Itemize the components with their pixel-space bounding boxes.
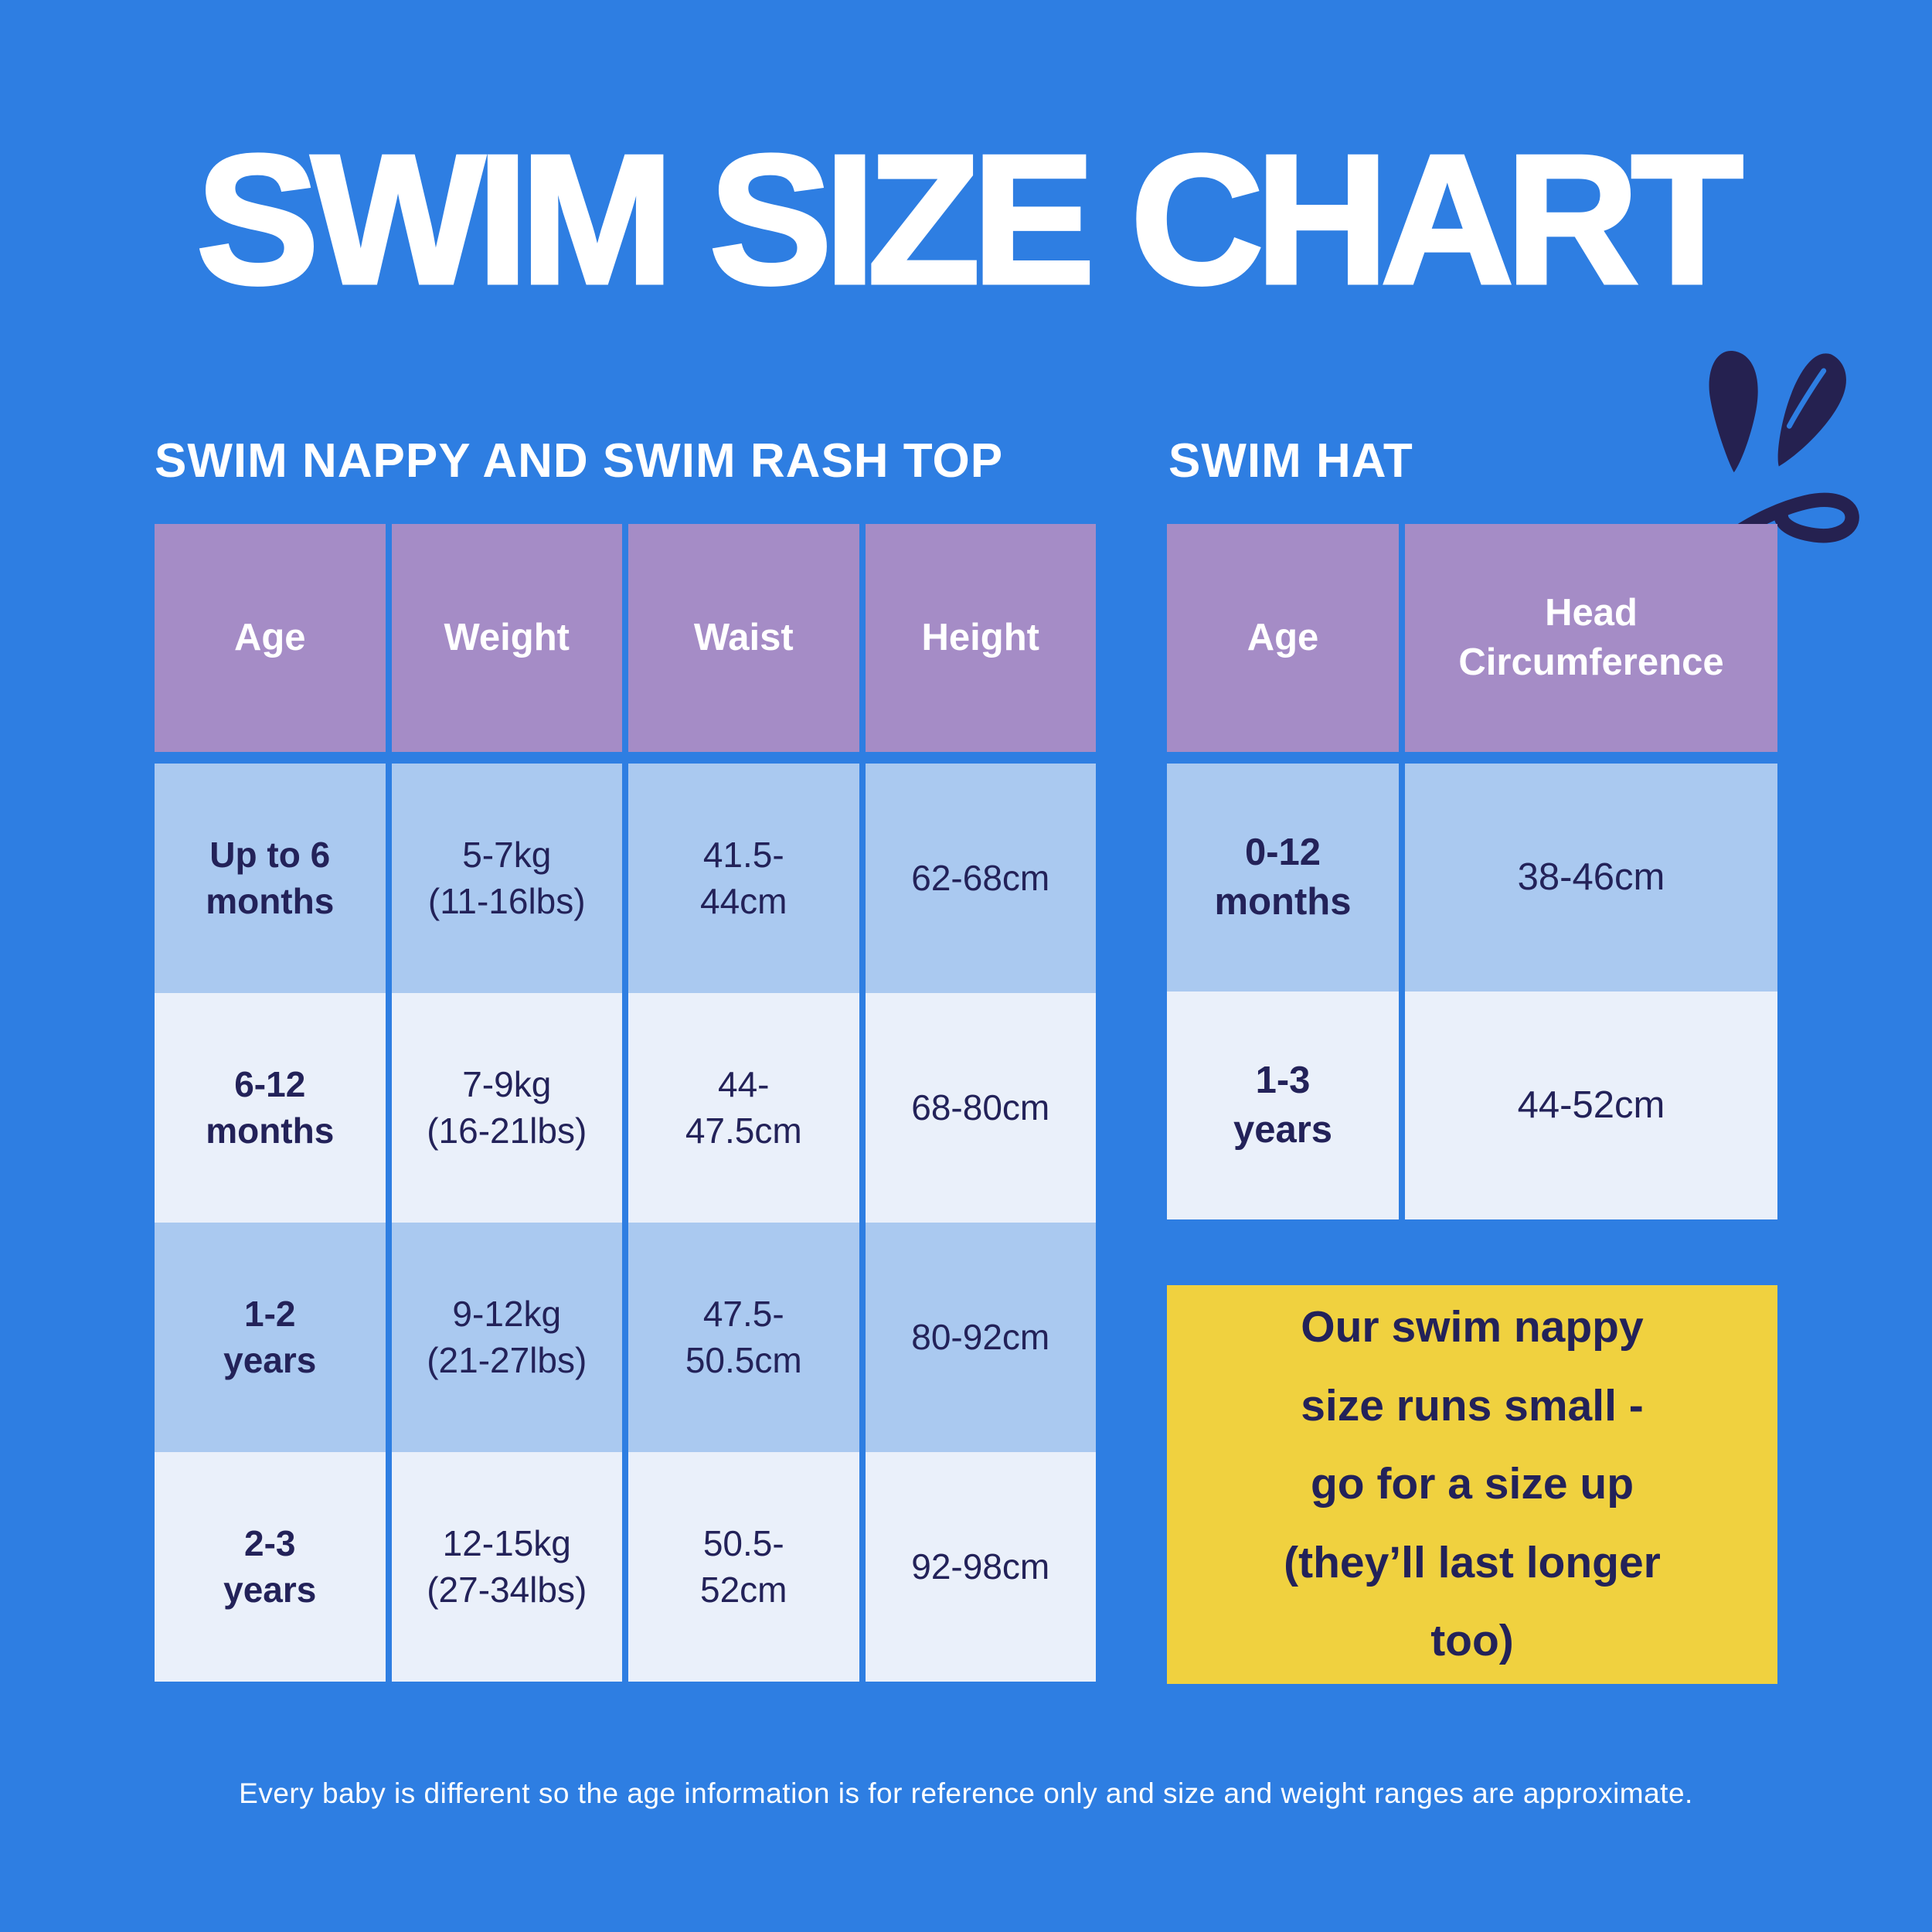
nappy-table-body: Up to 6 months 5-7kg (11-16lbs) 41.5- 44… — [155, 764, 1096, 1682]
table-cell: 68-80cm — [865, 993, 1096, 1223]
hat-table-body: 0-12 months 38-46cm 1-3 years 44-52cm — [1167, 764, 1777, 1219]
table-cell: 6-12 months — [155, 993, 386, 1223]
page-title: SWIM SIZE CHART — [195, 117, 1746, 322]
table-cell: Up to 6 months — [155, 764, 386, 993]
table-cell: 38-46cm — [1405, 764, 1777, 992]
hat-size-table: Age Head Circumference 0-12 months 38-46… — [1167, 524, 1777, 1219]
hat-table-header-row: Age Head Circumference — [1167, 524, 1777, 752]
table-cell: 9-12kg (21-27lbs) — [391, 1223, 622, 1452]
nappy-table-header-row: Age Weight Waist Height — [155, 524, 1096, 752]
splash-doodle-icon — [1706, 350, 1859, 559]
table-cell: 44-52cm — [1405, 992, 1777, 1219]
column-header-age: Age — [155, 524, 386, 752]
table-cell: 47.5- 50.5cm — [628, 1223, 859, 1452]
column-header-head-circumference: Head Circumference — [1405, 524, 1777, 752]
table-cell: 5-7kg (11-16lbs) — [391, 764, 622, 993]
size-advice-text: Our swim nappy size runs small - go for … — [1284, 1302, 1661, 1666]
nappy-size-table: Age Weight Waist Height Up to 6 months 5… — [155, 524, 1096, 1682]
hat-section-heading: SWIM HAT — [1168, 434, 1413, 488]
column-header-height: Height — [865, 524, 1096, 752]
column-header-weight: Weight — [391, 524, 622, 752]
table-cell: 92-98cm — [865, 1452, 1096, 1682]
disclaimer-footnote: Every baby is different so the age infor… — [239, 1777, 1693, 1809]
table-cell: 80-92cm — [865, 1223, 1096, 1452]
column-header-waist: Waist — [628, 524, 859, 752]
table-cell: 41.5- 44cm — [628, 764, 859, 993]
table-cell: 12-15kg (27-34lbs) — [391, 1452, 622, 1682]
table-cell: 50.5- 52cm — [628, 1452, 859, 1682]
table-cell: 62-68cm — [865, 764, 1096, 993]
table-cell: 1-2 years — [155, 1223, 386, 1452]
nappy-section-heading: SWIM NAPPY AND SWIM RASH TOP — [155, 434, 1004, 488]
table-cell: 7-9kg (16-21lbs) — [391, 993, 622, 1223]
table-cell: 44- 47.5cm — [628, 993, 859, 1223]
table-cell: 2-3 years — [155, 1452, 386, 1682]
table-cell: 1-3 years — [1167, 992, 1399, 1219]
size-advice-note: Our swim nappy size runs small - go for … — [1167, 1285, 1777, 1684]
table-cell: 0-12 months — [1167, 764, 1399, 992]
column-header-age: Age — [1167, 524, 1399, 752]
